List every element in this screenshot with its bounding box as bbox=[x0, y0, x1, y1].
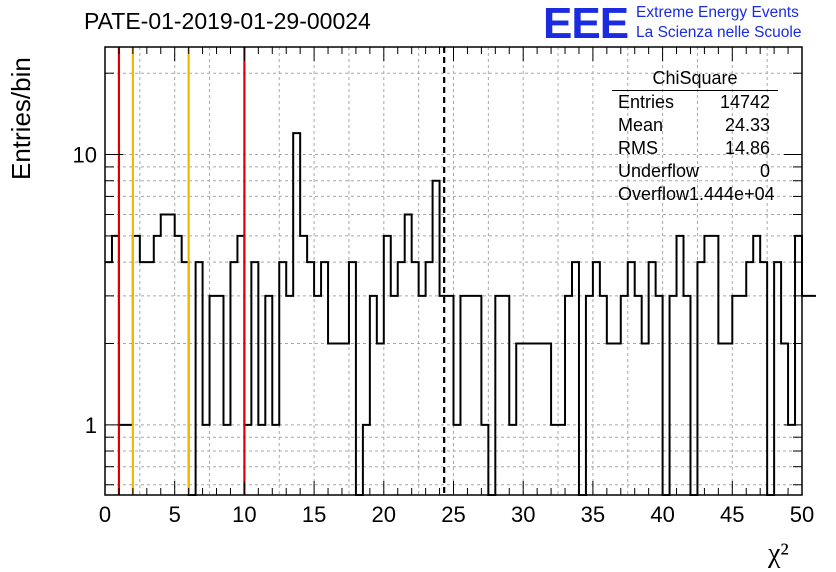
stats-label: Underflow bbox=[618, 161, 700, 181]
x-axis-label: χ² bbox=[768, 538, 789, 569]
stats-label: RMS bbox=[618, 138, 658, 158]
stats-label: Overflow bbox=[618, 184, 690, 204]
stats-box: ChiSquare Entries 14742 Mean 24.33 RMS 1… bbox=[612, 66, 778, 206]
eee-logo: EEE Extreme Energy Events La Scienza nel… bbox=[543, 2, 802, 46]
x-tick-label: 45 bbox=[720, 502, 744, 527]
stats-label: Mean bbox=[618, 115, 664, 135]
y-tick-label: 10 bbox=[73, 143, 97, 168]
stats-row-underflow: Underflow 0 bbox=[612, 160, 778, 183]
stats-row-overflow: Overflow 1.444e+04 bbox=[612, 183, 778, 206]
logo-text: Extreme Energy Events La Scienza nelle S… bbox=[636, 3, 801, 43]
x-tick-label: 50 bbox=[790, 502, 814, 527]
x-tick-label: 15 bbox=[302, 502, 326, 527]
x-tick-label: 20 bbox=[372, 502, 396, 527]
x-tick-label: 30 bbox=[511, 502, 535, 527]
stats-row-entries: Entries 14742 bbox=[612, 91, 778, 114]
stats-value: 24.33 bbox=[724, 115, 770, 135]
stats-value: 0 bbox=[759, 161, 770, 181]
x-tick-label: 40 bbox=[650, 502, 674, 527]
x-tick-label: 35 bbox=[581, 502, 605, 527]
stats-value: 14742 bbox=[719, 92, 770, 112]
stats-label: Entries bbox=[618, 92, 675, 112]
chart-title: PATE-01-2019-01-29-00024 bbox=[84, 8, 371, 34]
x-tick-label: 25 bbox=[441, 502, 465, 527]
x-tick-label: 0 bbox=[99, 502, 111, 527]
stats-value: 1.444e+04 bbox=[689, 184, 775, 204]
logo-line-1: Extreme Energy Events bbox=[636, 4, 799, 21]
x-tick-label: 10 bbox=[232, 502, 256, 527]
stats-value: 14.86 bbox=[724, 138, 770, 158]
stats-row-mean: Mean 24.33 bbox=[612, 114, 778, 137]
stats-row-rms: RMS 14.86 bbox=[612, 137, 778, 160]
x-tick-label: 5 bbox=[169, 502, 181, 527]
logo-mark: EEE bbox=[543, 0, 629, 48]
stats-title: ChiSquare bbox=[612, 66, 778, 91]
logo-line-2: La Scienza nelle Scuole bbox=[636, 24, 802, 41]
y-tick-label: 1 bbox=[85, 413, 97, 438]
y-axis-label: Entries/bin bbox=[6, 57, 36, 180]
